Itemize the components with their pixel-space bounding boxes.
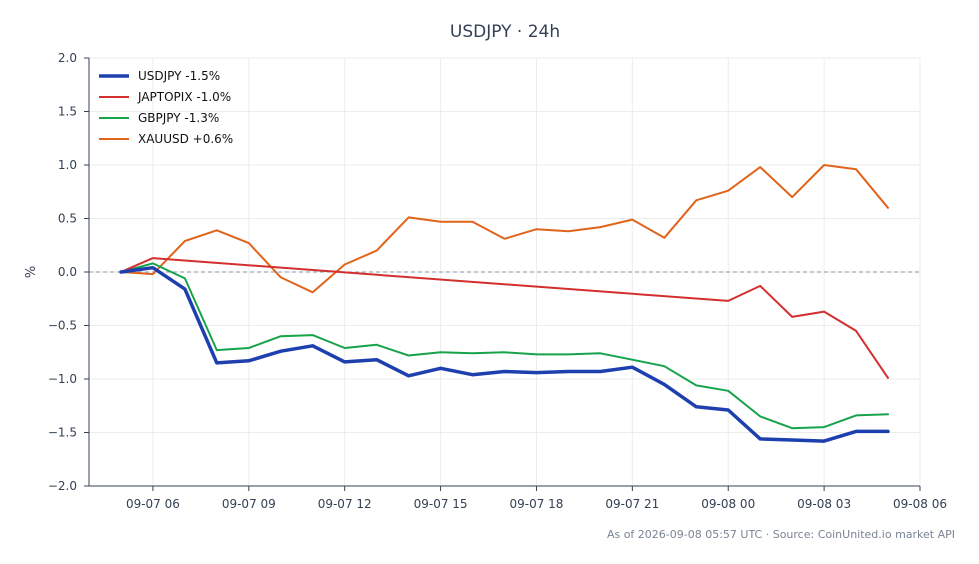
y-tick-label: 0.5: [58, 212, 77, 226]
y-tick-label: 1.0: [58, 158, 77, 172]
legend: USDJPY -1.5% JAPTOPIX -1.0% GBPJPY -1.3% XA…: [99, 69, 233, 146]
x-tick-label: 09-07 12: [318, 497, 372, 511]
legend-label-0: USDJPY -1.5%: [138, 69, 220, 83]
y-tick-label: −2.0: [48, 479, 77, 493]
y-tick-label: −1.0: [48, 372, 77, 386]
x-tick-label: 09-07 18: [509, 497, 563, 511]
x-tick-label: 09-07 21: [605, 497, 659, 511]
y-tick-label: −1.5: [48, 426, 77, 440]
y-tick-label: 2.0: [58, 51, 77, 65]
axis-layer: 09-07 06 09-07 09 09-07 12 09-07 15 09-07 18…: [48, 51, 947, 511]
x-tick-label: 09-08 06: [893, 497, 947, 511]
x-tick-label: 09-08 00: [701, 497, 755, 511]
y-tick-label: 0.0: [58, 265, 77, 279]
series-layer: [119, 164, 890, 443]
series-line-3: [120, 164, 889, 294]
legend-label-1: JAPTOPIX -1.0%: [137, 90, 231, 104]
y-axis-label: %: [24, 266, 39, 278]
x-tick-label: 09-08 03: [797, 497, 851, 511]
y-tick-label: 1.5: [58, 105, 77, 119]
legend-label-3: XAUUSD +0.6%: [138, 132, 233, 146]
series-line-1: [120, 257, 889, 379]
footer-source: As of 2026-09-08 05:57 UTC · Source: Coi…: [607, 528, 955, 541]
x-tick-label: 09-07 15: [414, 497, 468, 511]
series-line-2: [120, 262, 889, 430]
x-tick-label: 09-07 09: [222, 497, 276, 511]
y-tick-label: −0.5: [48, 319, 77, 333]
legend-label-2: GBPJPY -1.3%: [138, 111, 219, 125]
x-tick-label: 09-07 06: [126, 497, 180, 511]
chart-title: USDJPY · 24h: [450, 22, 560, 42]
series-line-0: [119, 265, 890, 443]
